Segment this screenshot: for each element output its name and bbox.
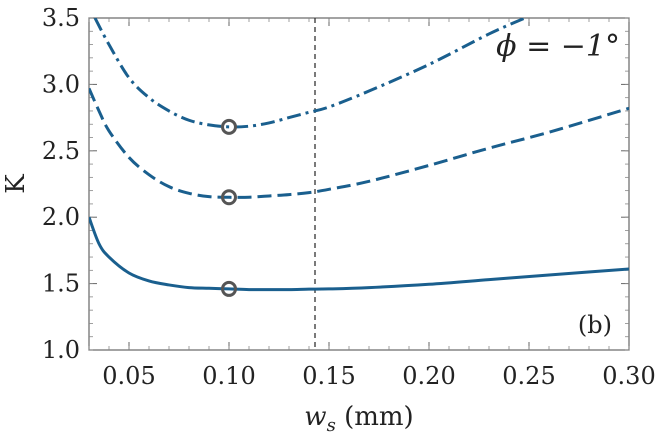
minimum-marker (221, 118, 237, 135)
x-axis-label-var: w (304, 402, 326, 432)
x-axis-label-unit: (mm) (336, 402, 414, 432)
panel-label: (b) (578, 311, 612, 339)
series-group (89, 18, 629, 292)
y-tick-labels: 1.0 1.5 2.0 2.5 3.0 3.5 (42, 4, 80, 364)
minimum-marker (221, 280, 237, 297)
y-tick-label: 2.0 (42, 203, 80, 231)
marker-group (221, 118, 237, 297)
x-tick-label: 0.05 (102, 362, 155, 390)
y-tick-label: 3.0 (42, 70, 80, 98)
y-axis-label: K (1, 174, 31, 194)
x-tick-label: 0.10 (202, 362, 255, 390)
x-axis-label-sub: s (327, 415, 336, 436)
series-line-dashed (89, 87, 629, 199)
x-tick-label: 0.15 (302, 362, 355, 390)
y-tick-label: 1.0 (42, 336, 80, 364)
phi-annotation: ϕ = −1° (496, 29, 620, 64)
minimum-marker (221, 189, 237, 206)
series-line-dash-dot (93, 18, 526, 129)
x-tick-label: 0.20 (402, 362, 455, 390)
y-tick-label: 2.5 (42, 137, 80, 165)
x-tick-label: 0.25 (502, 362, 555, 390)
series-line-solid (89, 216, 629, 292)
x-tick-labels: 0.05 0.10 0.15 0.20 0.25 0.30 (102, 362, 655, 390)
y-tick-label: 3.5 (42, 4, 80, 32)
y-tick-label: 1.5 (42, 270, 80, 298)
x-tick-label: 0.30 (602, 362, 655, 390)
x-axis-label: ws (mm) (304, 402, 413, 436)
